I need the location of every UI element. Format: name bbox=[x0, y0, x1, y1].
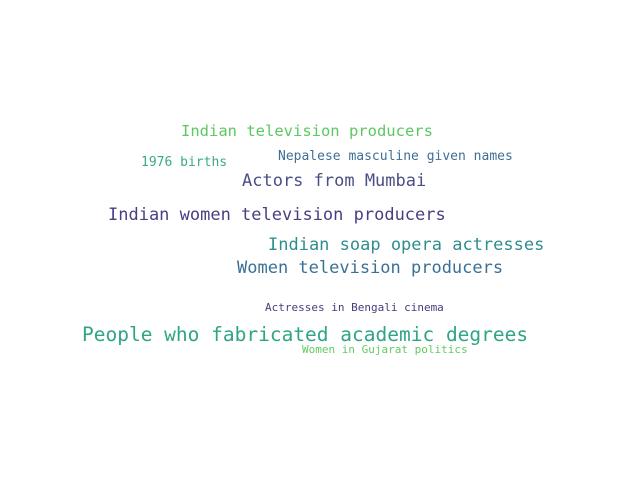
word-women-television-producers: Women television producers bbox=[237, 258, 504, 278]
word-1976-births: 1976 births bbox=[141, 155, 228, 170]
word-nepalese-masculine-given-names: Nepalese masculine given names bbox=[278, 149, 513, 164]
word-women-in-gujarat-politics: Women in Gujarat politics bbox=[302, 343, 468, 356]
word-people-who-fabricated-academic-degrees: People who fabricated academic degrees bbox=[82, 323, 529, 346]
word-indian-women-television-producers: Indian women television producers bbox=[108, 205, 446, 225]
word-indian-television-producers: Indian television producers bbox=[181, 122, 433, 140]
word-actresses-in-bengali-cinema: Actresses in Bengali cinema bbox=[265, 301, 444, 314]
word-indian-soap-opera-actresses: Indian soap opera actresses bbox=[268, 235, 545, 255]
word-actors-from-mumbai: Actors from Mumbai bbox=[242, 171, 427, 191]
